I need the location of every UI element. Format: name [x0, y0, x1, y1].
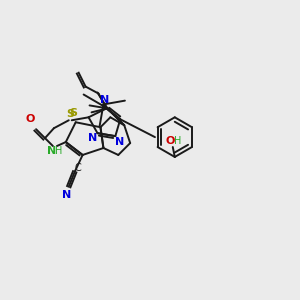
- Text: O: O: [165, 136, 175, 146]
- Text: O: O: [26, 114, 35, 124]
- Text: N: N: [47, 146, 56, 156]
- Text: N: N: [62, 190, 71, 200]
- Text: C: C: [74, 163, 81, 173]
- Text: S: S: [67, 109, 75, 119]
- Text: N: N: [100, 95, 109, 106]
- Text: S: S: [70, 108, 78, 118]
- Text: N: N: [88, 133, 97, 143]
- Text: H: H: [55, 146, 62, 156]
- Text: N: N: [115, 137, 124, 147]
- Text: H: H: [174, 136, 182, 146]
